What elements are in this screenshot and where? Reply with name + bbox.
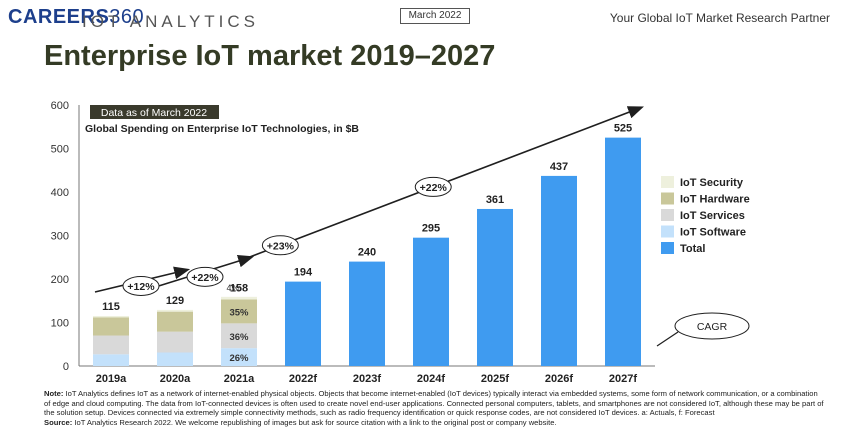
x-tick-label: 2024f [417, 373, 445, 385]
legend-label: IoT Software [680, 227, 746, 239]
growth-badge [122, 275, 160, 296]
legend-swatch-services [661, 209, 674, 221]
y-tick-label: 300 [51, 231, 69, 243]
bar-total [349, 261, 385, 366]
cagr-badge [674, 312, 750, 340]
bar-segment-software [93, 354, 129, 366]
growth-label: +23% [267, 240, 295, 252]
y-tick-label: 200 [51, 274, 69, 286]
tagline: Your Global IoT Market Research Partner [609, 11, 830, 25]
legend-swatch-security [661, 176, 674, 188]
bar-value-label: 437 [550, 161, 568, 173]
y-tick-label: 100 [51, 318, 69, 330]
x-tick-label: 2026f [545, 373, 573, 385]
footnote-source: Source: IoT Analytics Research 2022. We … [44, 418, 824, 428]
x-tick-label: 2025f [481, 373, 509, 385]
segment-pct-security: 4% [226, 283, 239, 293]
bar-segment-services [157, 331, 193, 353]
bar-segment-security [157, 309, 193, 312]
y-tick-label: 500 [51, 144, 69, 156]
legend-label: Total [680, 243, 705, 255]
bar-segment-hardware [93, 317, 129, 336]
growth-label: +22% [191, 272, 219, 284]
bar-value-label: 295 [422, 223, 440, 235]
growth-badge [261, 235, 299, 256]
bar-total [285, 281, 321, 366]
bar-total [477, 208, 513, 366]
bar-segment-security [221, 296, 257, 300]
bar-segment-software [157, 352, 193, 366]
legend-label: IoT Security [680, 177, 744, 189]
footnote: Note: IoT Analytics defines IoT as a net… [44, 389, 824, 427]
brand-name: CAREERS [8, 6, 110, 28]
chart: 0 100 200 300 400 500 600 2019a 2020a 2021a 2022f 2… [51, 100, 750, 385]
date-box: March 2022 [400, 8, 470, 24]
growth-label: +22% [420, 182, 448, 194]
x-tick-label: 2021a [224, 373, 255, 385]
note-label: Note: [44, 389, 64, 398]
brand-number: 360 [109, 6, 145, 28]
bar-segment-services [93, 335, 129, 355]
bar-value-label: 525 [614, 123, 632, 135]
segment-pct-software: 26% [229, 353, 249, 364]
x-tick-label: 2023f [353, 373, 381, 385]
bar-segment-software [221, 348, 257, 366]
bar-value-label: 158 [230, 282, 248, 294]
bar-total [605, 137, 641, 366]
y-tick-label: 400 [51, 187, 69, 199]
legend-swatch-software [661, 225, 674, 238]
y-tick-label: 600 [51, 100, 69, 112]
bar-value-label: 361 [486, 194, 504, 206]
legend-label: IoT Services [680, 210, 745, 222]
bar-value-label: 115 [102, 301, 120, 313]
segment-pct-services: 36% [229, 332, 249, 343]
data-badge [90, 105, 219, 119]
x-tick-label: 2019a [96, 373, 127, 385]
segment-pct-hardware: 35% [229, 307, 249, 318]
bar-segment-hardware [221, 299, 257, 324]
bar-value-label: 129 [166, 295, 184, 307]
bar-segment-security [93, 315, 129, 318]
growth-badge [186, 266, 224, 287]
growth-label: +12% [127, 281, 155, 293]
bar-total [413, 237, 449, 366]
x-tick-label: 2022f [289, 373, 317, 385]
bar-segment-services [221, 323, 257, 349]
cagr-label: CAGR [697, 321, 728, 333]
bar-total [541, 175, 577, 366]
cagr-pointer [656, 331, 679, 347]
chart-title: Global Spending on Enterprise IoT Techno… [85, 123, 359, 135]
y-tick-label: 0 [63, 361, 69, 373]
brand-logo: CAREERS360 [8, 6, 144, 29]
data-badge-label: Data as of March 2022 [101, 107, 207, 119]
source-text: IoT Analytics Research 2022. We welcome … [72, 417, 557, 427]
page-title: Enterprise IoT market 2019–2027 [44, 40, 496, 72]
brand-subtitle: IOT ANALYTICS [82, 12, 260, 31]
x-tick-label: 2020a [160, 373, 191, 385]
bar-value-label: 240 [358, 247, 376, 259]
growth-badge [414, 176, 452, 197]
bar-segment-hardware [157, 311, 193, 332]
x-tick-label: 2027f [609, 373, 637, 385]
source-label: Source: [44, 417, 73, 427]
note-text: IoT Analytics defines IoT as a network o… [44, 389, 824, 418]
bar-value-label: 194 [294, 267, 313, 279]
legend-swatch-total [661, 242, 674, 254]
footnote-note: Note: IoT Analytics defines IoT as a net… [44, 389, 824, 418]
legend-swatch-hardware [661, 192, 674, 205]
legend-label: IoT Hardware [680, 194, 750, 206]
